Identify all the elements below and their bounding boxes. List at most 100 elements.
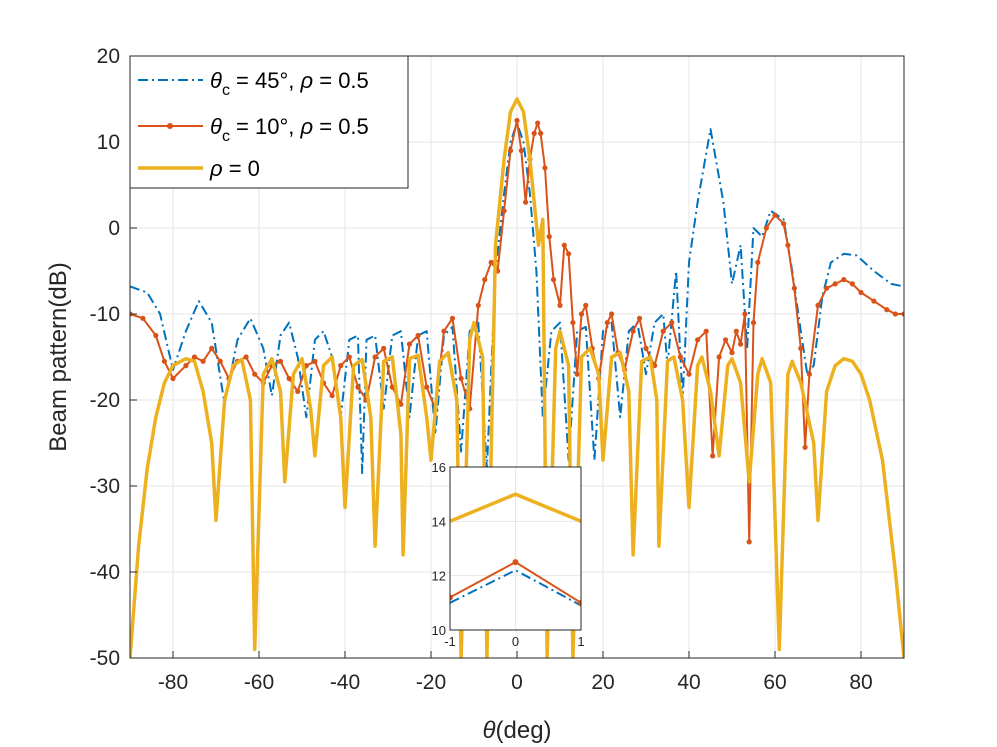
series-marker-1-104 [892, 311, 899, 317]
x-tick-label-4: 0 [511, 671, 523, 694]
series-marker-1-47 [523, 199, 529, 205]
inset-x-tick-label-0: -1 [444, 634, 456, 649]
series-marker-1-31 [406, 341, 413, 347]
series-marker-1-25 [355, 384, 361, 390]
x-tick-label-8: 80 [849, 671, 872, 694]
inset-y-tick-label-1: 12 [432, 569, 446, 584]
inset-marker-1-2 [578, 599, 581, 606]
x-tick-label-5: 20 [591, 671, 614, 694]
series-marker-1-79 [716, 354, 722, 360]
inset-series [450, 492, 581, 607]
series-marker-1-89 [772, 212, 778, 218]
series-marker-1-81 [729, 350, 735, 356]
series-marker-1-4 [170, 375, 176, 382]
y-tick-label-4: -10 [90, 303, 120, 326]
series-marker-1-100 [849, 281, 856, 287]
y-tick-label-7: 20 [97, 45, 120, 68]
x-tick-label-6: 40 [677, 671, 700, 694]
inset-marker-1-1 [512, 559, 519, 566]
series-marker-1-8 [209, 345, 215, 351]
x-tick-label-7: 60 [763, 671, 786, 694]
series-marker-1-85 [746, 539, 752, 545]
series-marker-1-99 [841, 277, 847, 283]
y-tick-label-1: -40 [90, 561, 120, 584]
series-marker-1-3 [161, 358, 167, 364]
legend-box [129, 55, 409, 189]
series-marker-1-13 [252, 371, 258, 377]
series-marker-1-1 [140, 315, 146, 321]
inset-marker-1-0 [450, 594, 453, 601]
series-marker-1-46 [518, 148, 524, 154]
series-marker-1-95 [806, 371, 813, 377]
series-marker-1-50 [535, 120, 541, 126]
tick-labels: -80 -60 -40 -20 0 20 40 60 80-50-40-30-20-100102… [90, 45, 873, 694]
series-marker-1-101 [858, 289, 864, 296]
series-marker-1-28 [381, 345, 387, 351]
legend-marker-orange [167, 123, 173, 129]
series-marker-1-68 [630, 328, 636, 334]
series-marker-1-51 [538, 130, 544, 136]
x-tick-label-2: -40 [330, 671, 360, 694]
series-marker-1-60 [578, 311, 585, 317]
y-axis-label: Beam pattern(dB) [45, 262, 72, 451]
series-marker-1-91 [785, 242, 791, 248]
series-marker-1-103 [884, 307, 890, 313]
series-marker-1-7 [200, 358, 206, 364]
inset-y-tick-label-2: 14 [432, 514, 446, 529]
inset-y-tick-label-3: 16 [432, 460, 446, 475]
series-marker-1-32 [415, 332, 421, 339]
series-marker-1-78 [710, 453, 716, 459]
svg-text:ρ = 0: ρ = 0 [209, 156, 260, 181]
inset-zoom: -1 0 1 10 12 14 16 [432, 460, 585, 649]
series-marker-1-33 [424, 384, 430, 390]
series-marker-1-30 [398, 401, 404, 407]
series-marker-1-64 [604, 320, 610, 326]
series-marker-1-105 [901, 311, 904, 317]
series-marker-1-69 [636, 315, 643, 321]
series-marker-1-52 [542, 165, 548, 171]
series-marker-1-49 [531, 130, 537, 136]
series-marker-1-18 [295, 388, 301, 394]
series-marker-1-43 [501, 208, 507, 214]
series-marker-1-2 [153, 332, 159, 339]
series-line-2 [130, 97, 904, 658]
series-marker-1-53 [546, 234, 552, 240]
legend-entry-rho0: ρ = 0 [138, 156, 260, 181]
svg-text:θc = 10°, ρ = 0.5: θc = 10°, ρ = 0.5 [210, 114, 369, 145]
series-marker-1-41 [488, 259, 494, 265]
series-marker-1-72 [660, 328, 666, 334]
series-marker-1-37 [458, 375, 464, 382]
series-marker-1-96 [815, 302, 821, 308]
series-marker-1-80 [722, 337, 729, 343]
series-marker-1-70 [643, 345, 649, 351]
series-marker-1-74 [677, 354, 684, 360]
y-tick-label-2: -30 [90, 475, 120, 498]
series-marker-1-39 [475, 302, 481, 308]
series-marker-1-23 [338, 363, 344, 369]
series-marker-1-36 [449, 315, 456, 321]
series-marker-1-22 [329, 393, 335, 399]
inset-series-line-0 [450, 569, 581, 607]
x-axis-label: θ(deg) [482, 717, 551, 744]
series-marker-1-65 [609, 311, 615, 317]
series-marker-1-82 [733, 328, 739, 334]
inset-frame [449, 466, 582, 631]
series-marker-1-92 [791, 285, 797, 291]
series-marker-1-73 [669, 320, 675, 326]
series-marker-1-94 [802, 444, 808, 450]
series-marker-1-55 [557, 302, 563, 308]
series-marker-1-16 [277, 358, 284, 364]
series-marker-1-59 [574, 371, 580, 377]
series-marker-1-57 [566, 251, 572, 257]
x-tick-label-1: -60 [244, 671, 274, 694]
inset-tick-labels: -1 0 1 10 12 14 16 [432, 460, 585, 649]
series-marker-1-17 [286, 375, 292, 382]
series-marker-1-87 [755, 259, 761, 265]
series-marker-1-29 [389, 384, 395, 390]
series-marker-1-93 [798, 345, 804, 351]
x-tick-label-0: -80 [158, 671, 188, 694]
series-marker-1-84 [742, 311, 748, 317]
series-marker-1-40 [482, 277, 488, 283]
y-tick-label-3: -20 [90, 389, 120, 412]
